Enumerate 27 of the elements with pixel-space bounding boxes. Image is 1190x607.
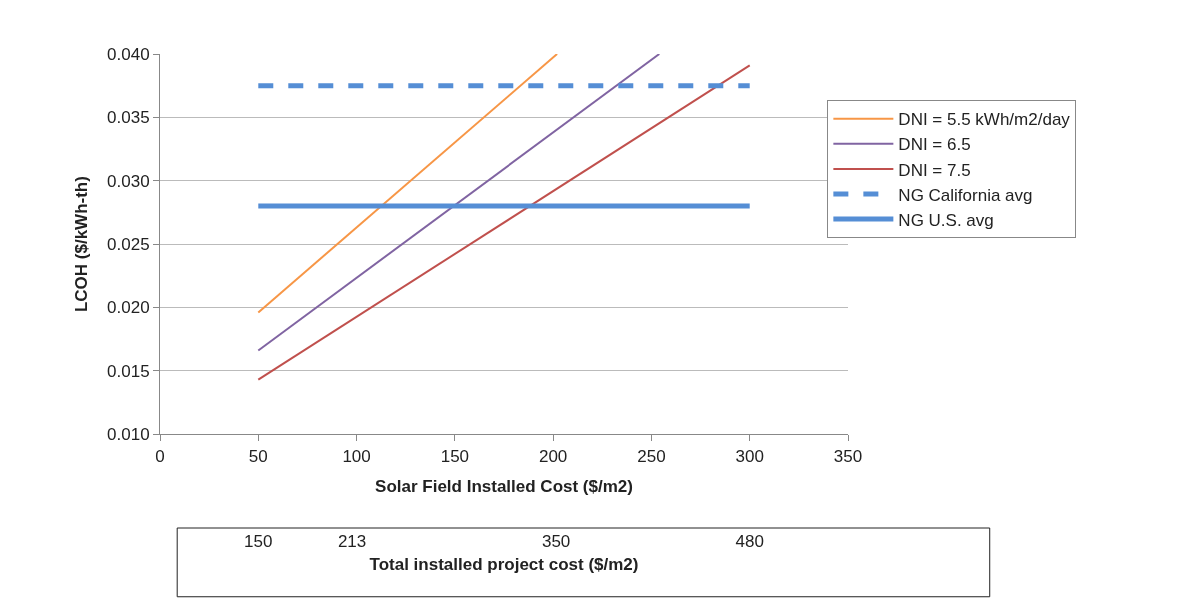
y-tick-label: 0.010: [107, 425, 150, 445]
x-tick-label: 200: [538, 446, 568, 466]
legend-label: NG California avg: [898, 185, 1033, 205]
legend-label: DNI = 7.5: [898, 160, 971, 180]
x2-tick-label: 213: [337, 531, 367, 551]
x-axis-title: Solar Field Installed Cost ($/m2): [375, 476, 633, 496]
x-tick-label: 0: [155, 446, 165, 466]
x-tick-label: 350: [833, 446, 863, 466]
y-axis-title: LCOH ($/kWh-th): [71, 176, 91, 313]
y-tick-label: 0.020: [107, 298, 150, 318]
y-tick-label: 0.025: [107, 235, 150, 255]
x-tick-label: 300: [735, 446, 764, 466]
x2-axis-title: Total installed project cost ($/m2): [369, 554, 639, 574]
x2-tick-label: 480: [735, 531, 764, 551]
x-tick-label: 250: [637, 446, 666, 466]
legend-label: NG U.S. avg: [898, 210, 994, 230]
x-tick-label: 50: [248, 446, 268, 466]
y-tick-label: 0.040: [107, 44, 150, 64]
legend-label: DNI = 5.5 kWh/m2/day: [898, 110, 1071, 130]
x-tick-label: 100: [342, 446, 371, 466]
x2-tick-label: 350: [541, 531, 571, 551]
x2-tick-label: 150: [244, 531, 273, 551]
y-tick-label: 0.030: [107, 171, 150, 191]
y-tick-label: 0.035: [107, 108, 150, 128]
legend-label: DNI = 6.5: [898, 135, 971, 155]
y-tick-label: 0.015: [107, 361, 150, 381]
x-tick-label: 150: [440, 446, 470, 466]
